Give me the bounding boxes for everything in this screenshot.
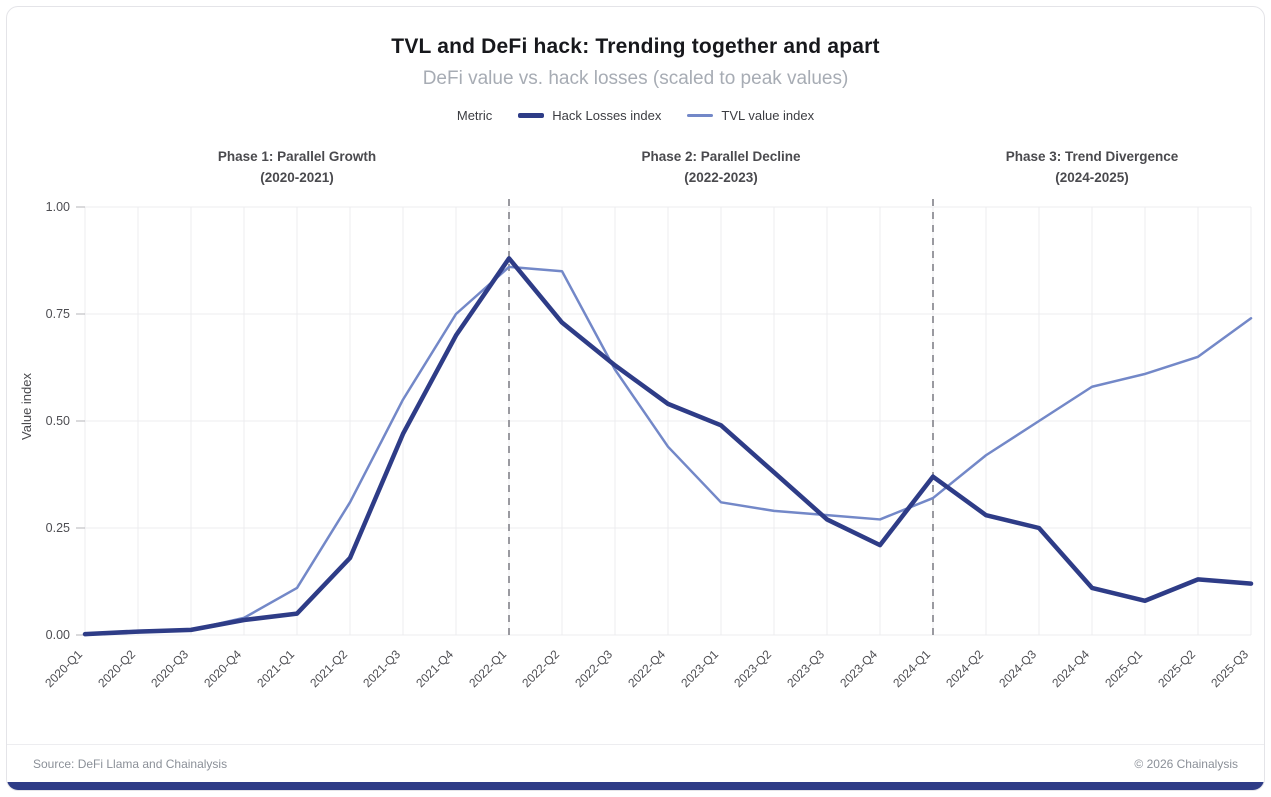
chart-area: Value index 0.00 0.25 0.50 0.75 1.00 2020-Q1 2…: [19, 197, 1264, 717]
phase-annotations: Phase 1: Parallel Growth (2020-2021) Pha…: [7, 147, 1264, 193]
x-tick-label: 2025-Q2: [1155, 647, 1198, 690]
chart-title: TVL and DeFi hack: Trending together and…: [391, 35, 880, 58]
hack-losses-line-swatch: [518, 113, 545, 118]
chart-card: TVL and DeFi hack: Trending together and…: [6, 6, 1265, 791]
y-tick-label: 1.00: [46, 200, 70, 214]
x-tick-label: 2022-Q2: [519, 647, 562, 690]
tvl-value-index-line: [83, 265, 1253, 637]
x-tick-label: 2024-Q1: [890, 647, 933, 690]
x-tick-label: 2021-Q2: [307, 647, 350, 690]
y-tick-label: 0.25: [46, 521, 70, 535]
x-tick-label: 2023-Q1: [678, 647, 721, 690]
legend: Metric Hack Losses index TVL value index: [7, 108, 1264, 123]
x-tick-label: 2024-Q4: [1049, 647, 1092, 690]
x-tick-label: 2025-Q3: [1208, 647, 1251, 690]
x-tick-label: 2023-Q4: [837, 647, 880, 690]
footer-copyright: © 2026 Chainalysis: [1134, 756, 1238, 771]
phase-2-label: Phase 2: Parallel Decline (2022-2023): [641, 149, 801, 185]
phase-3-label: Phase 3: Trend Divergence (2024-2025): [1005, 149, 1179, 185]
y-axis-title: Value index: [19, 373, 34, 440]
x-tick-label: 2023-Q3: [784, 647, 827, 690]
x-tick-label: 2024-Q2: [943, 647, 986, 690]
y-tick-label: 0.75: [46, 307, 70, 321]
x-tick-label: 2023-Q2: [731, 647, 774, 690]
legend-label: Metric: [456, 108, 493, 123]
x-tick-label: 2021-Q3: [360, 647, 403, 690]
x-tick-label: 2022-Q4: [625, 647, 668, 690]
footer: Source: DeFi Llama and Chainalysis © 202…: [7, 744, 1264, 782]
x-tick-label: 2024-Q3: [996, 647, 1039, 690]
y-tick-label: 0.50: [46, 414, 70, 428]
x-tick-label: 2020-Q3: [148, 647, 191, 690]
legend-item-label: Hack Losses index: [552, 108, 662, 123]
legend-item-tvl-value[interactable]: TVL value index: [687, 108, 814, 123]
footer-accent-bar: [7, 782, 1264, 790]
legend-item-label: TVL value index: [721, 108, 815, 123]
y-tick-label: 0.00: [46, 628, 70, 642]
x-tick-label: 2022-Q3: [572, 647, 615, 690]
footer-source: Source: DeFi Llama and Chainalysis: [33, 756, 228, 771]
x-tick-label: 2025-Q1: [1102, 647, 1145, 690]
x-tick-label: 2022-Q1: [466, 647, 509, 690]
legend-item-hack-losses[interactable]: Hack Losses index: [518, 108, 661, 123]
x-tick-label: 2021-Q4: [413, 647, 456, 690]
tvl-value-line-swatch: [687, 114, 714, 117]
x-tick-label: 2021-Q1: [254, 647, 297, 690]
phase-1-label: Phase 1: Parallel Growth (2020-2021): [217, 149, 377, 185]
chart-subtitle: DeFi value vs. hack losses (scaled to pe…: [422, 68, 849, 89]
x-tick-label: 2020-Q1: [42, 647, 85, 690]
x-tick-label: 2020-Q2: [95, 647, 138, 690]
x-tick-label: 2020-Q4: [201, 647, 244, 690]
hack-losses-index-line: [82, 256, 1254, 637]
